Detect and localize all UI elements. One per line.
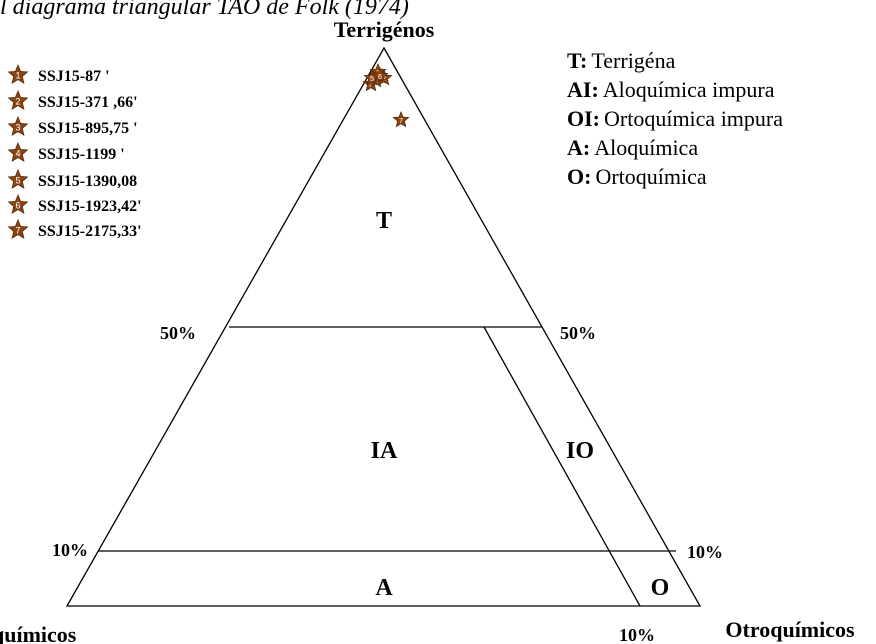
- region: IO: [566, 438, 594, 464]
- star-number: 7: [15, 226, 20, 236]
- line-io: [483, 326, 641, 607]
- pct: 50%: [560, 323, 596, 343]
- star: [7, 89, 29, 110]
- legend-text: Ortoquímica impura: [604, 106, 783, 131]
- region: T: [376, 208, 392, 234]
- region: IA: [371, 438, 398, 464]
- region: O: [651, 575, 670, 601]
- region: A: [375, 575, 393, 601]
- pct: 10%: [687, 542, 723, 562]
- title: l diagrama triangular TAO de Folk (1974): [0, 0, 409, 20]
- star: [7, 193, 29, 214]
- sample-label: SSJ15-1923,42': [38, 198, 142, 215]
- star-number: 1: [15, 71, 20, 81]
- sample-label: SSJ15-895,75 ': [38, 120, 138, 137]
- star: [7, 115, 29, 136]
- star: [7, 141, 29, 162]
- star-number: 6: [15, 201, 20, 211]
- star: [7, 168, 29, 189]
- sample-label: SSJ15-1390,08: [38, 173, 137, 190]
- star-number: 7: [399, 116, 403, 125]
- vertex-left: químicos: [0, 622, 77, 644]
- legend-entry: AI: Aloquímica impura: [567, 77, 775, 102]
- legend-entry: O: Ortoquímica: [567, 164, 707, 189]
- star-number: 2: [15, 97, 20, 107]
- legend-text: Aloquímica impura: [603, 77, 775, 102]
- sample-label: SSJ15-371 ,66': [38, 94, 138, 111]
- star: [7, 63, 29, 84]
- pct: 10%: [619, 625, 655, 644]
- legend-key: A:: [567, 135, 590, 160]
- legend-entry: OI: Ortoquímica impura: [567, 106, 783, 131]
- vertex-top: Terrigénos: [334, 17, 435, 42]
- legend-text: Aloquímica: [594, 135, 698, 160]
- pct: 50%: [160, 323, 196, 343]
- star-number: 4: [15, 149, 20, 159]
- legend-entry: A: Aloquímica: [567, 135, 698, 160]
- star-number: 5: [15, 176, 20, 186]
- sample-label: SSJ15-2175,33': [38, 223, 142, 240]
- legend-key: T:: [567, 48, 587, 73]
- star: [371, 66, 389, 84]
- sample-label: SSJ15-87 ': [38, 68, 110, 85]
- samples: 1 SSJ15-87 ' 2 SSJ15-371 ,66' 3 SSJ15-895,75 …: [7, 63, 142, 240]
- points: 1234567: [362, 62, 410, 128]
- star-number: 3: [15, 123, 20, 133]
- star-number: 5: [370, 74, 374, 83]
- star: [7, 218, 29, 239]
- legend-text: Ortoquímica: [595, 164, 706, 189]
- legend-text: Terrigéna: [591, 48, 675, 73]
- star-number: 6: [378, 72, 382, 81]
- legend-key: OI:: [567, 106, 600, 131]
- star-number: 3: [369, 80, 373, 89]
- vertex-right: Otroquímicos: [725, 617, 855, 642]
- sample-label: SSJ15-1199 ': [38, 146, 125, 163]
- legend-key: O:: [567, 164, 591, 189]
- star: [392, 110, 410, 128]
- legend-entry: T: Terrigéna: [567, 48, 676, 73]
- pct: 10%: [52, 540, 88, 560]
- legend-key: AI:: [567, 77, 599, 102]
